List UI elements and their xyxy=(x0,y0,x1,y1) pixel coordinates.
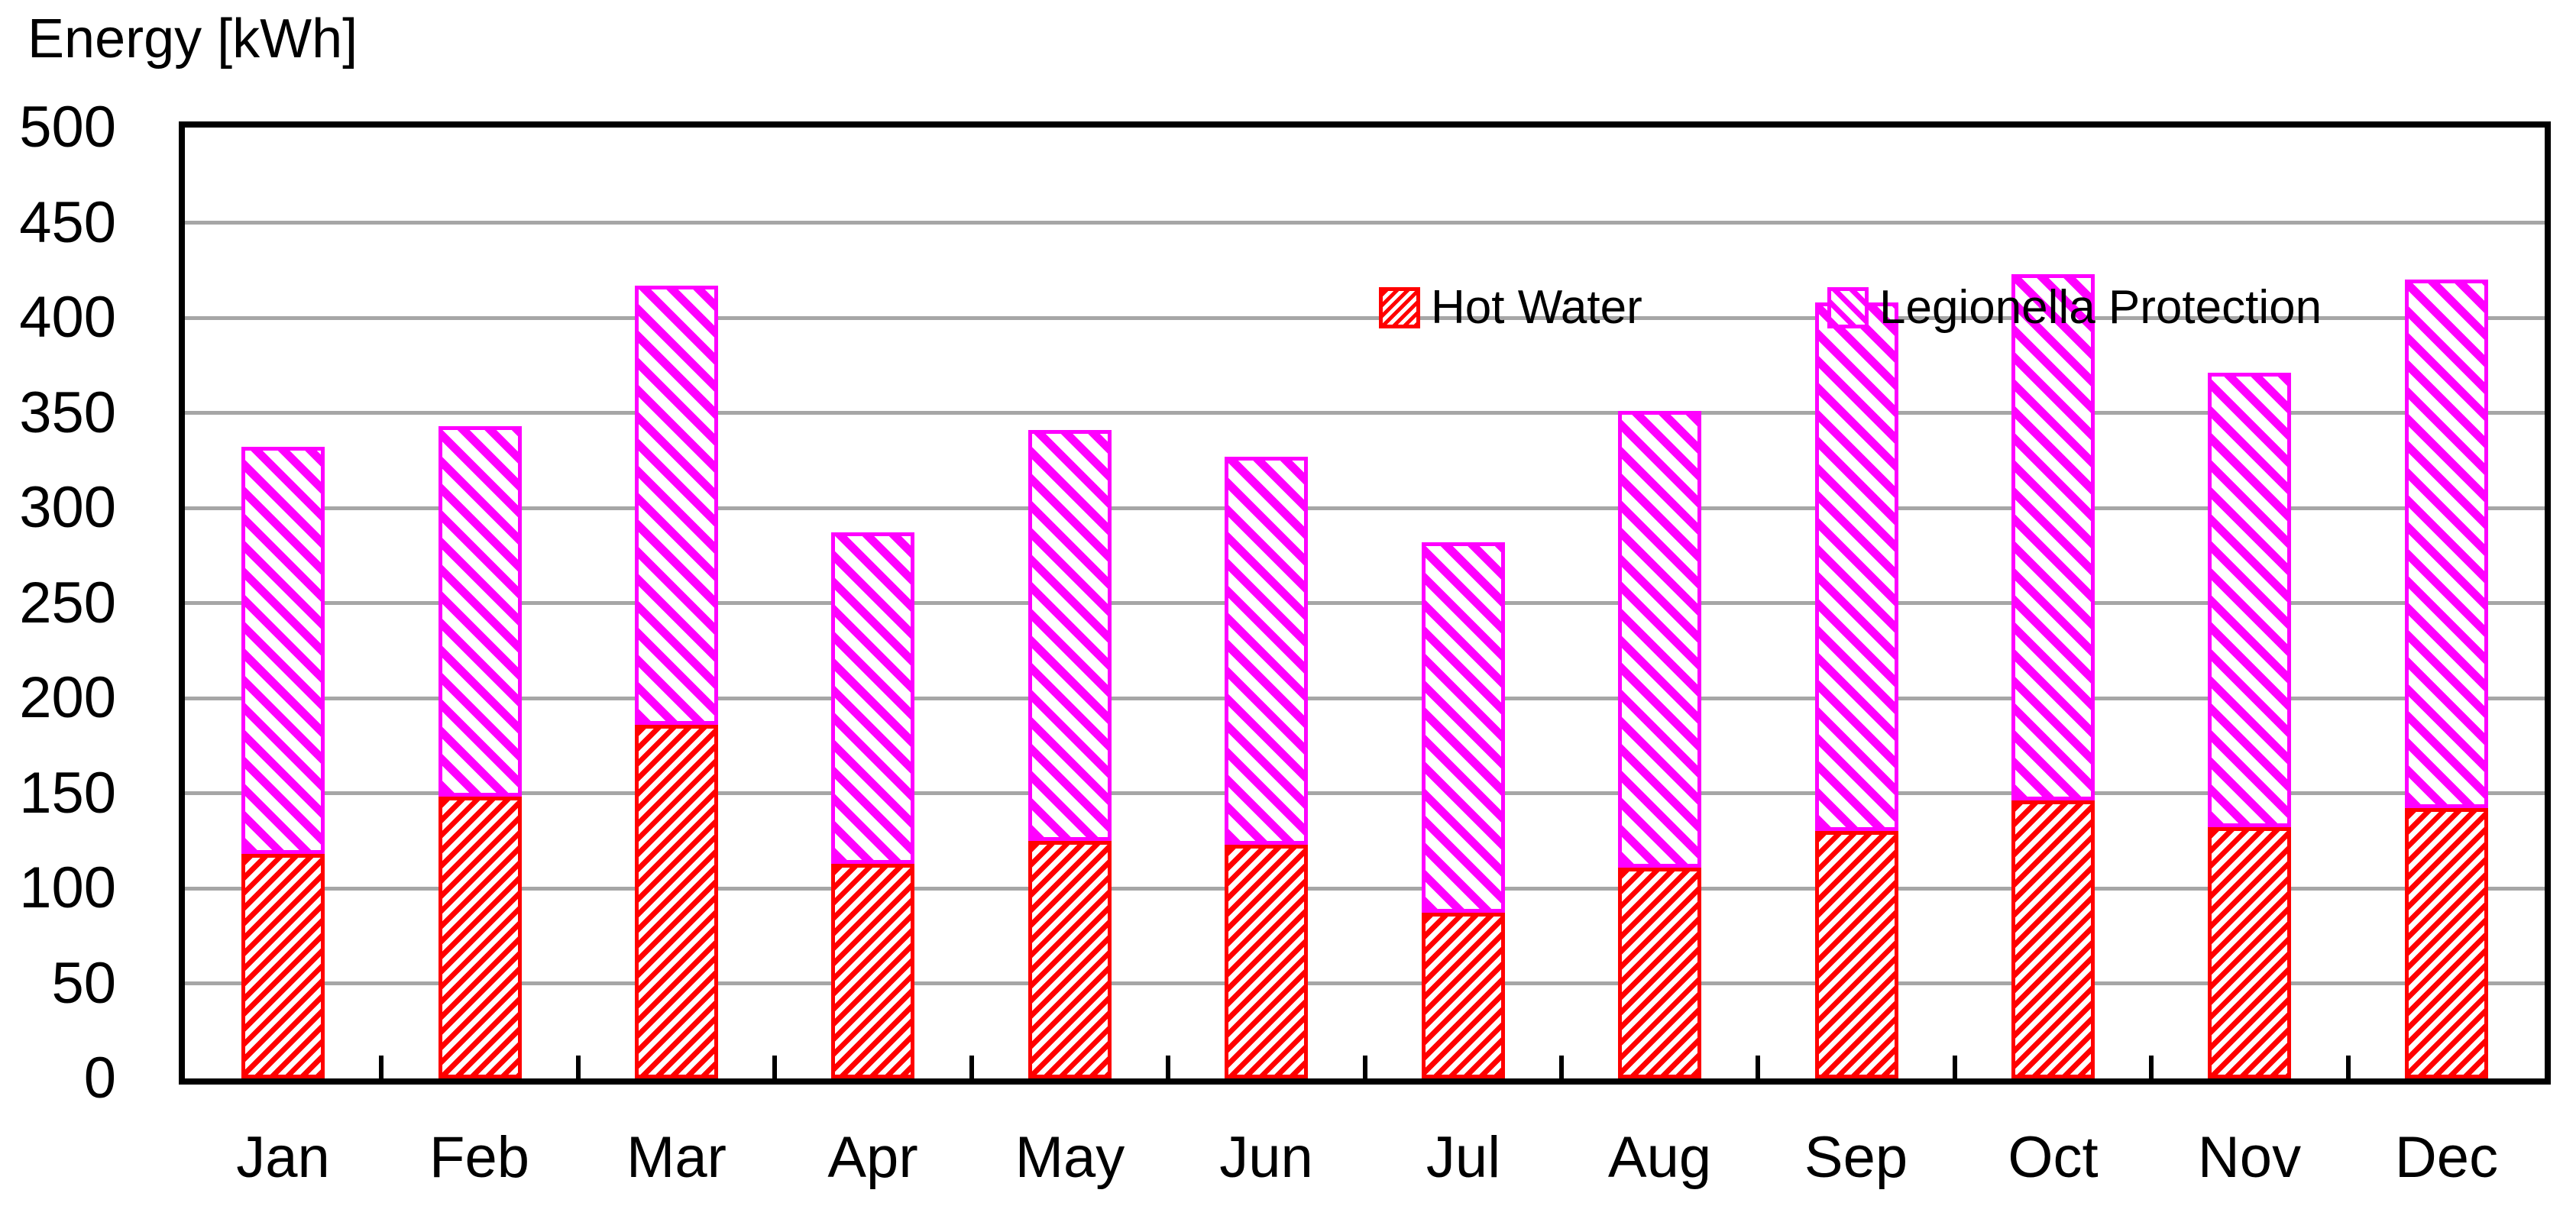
y-axis-label-500: 500 xyxy=(19,95,116,160)
bar-feb xyxy=(439,425,522,1078)
x-axis-tick xyxy=(2149,1056,2154,1078)
y-axis-label-250: 250 xyxy=(19,571,116,635)
gridline-150 xyxy=(185,791,2545,795)
segment-legionella-protection-apr xyxy=(831,532,914,864)
x-axis-label-oct: Oct xyxy=(2008,1125,2099,1190)
bar-oct xyxy=(2011,273,2095,1078)
x-axis-tick xyxy=(1559,1056,1564,1078)
segment-hot-water-sep xyxy=(1815,831,1898,1078)
gridline-250 xyxy=(185,601,2545,605)
x-axis-tick xyxy=(772,1056,777,1078)
bar-nov xyxy=(2208,373,2291,1078)
segment-hot-water-jan xyxy=(241,854,325,1078)
segment-hot-water-jun xyxy=(1225,844,1308,1078)
bar-dec xyxy=(2405,280,2488,1078)
bar-jun xyxy=(1225,456,1308,1078)
bar-jul xyxy=(1422,542,1505,1078)
hot-water-swatch-icon xyxy=(1379,287,1420,328)
gridline-200 xyxy=(185,696,2545,700)
gridline-50 xyxy=(185,981,2545,985)
segment-hot-water-oct xyxy=(2011,800,2095,1078)
gridline-450 xyxy=(185,221,2545,225)
segment-hot-water-aug xyxy=(1618,867,1701,1078)
y-axis-label-50: 50 xyxy=(51,951,116,1016)
gridline-100 xyxy=(185,886,2545,891)
chart-title: Energy [kWh] xyxy=(28,8,358,70)
x-axis-tick xyxy=(1166,1056,1170,1078)
bar-jan xyxy=(241,447,325,1078)
y-axis-label-0: 0 xyxy=(83,1046,116,1111)
x-axis-tick xyxy=(2346,1056,2351,1078)
segment-hot-water-apr xyxy=(831,863,914,1078)
legionella-protection-swatch-icon xyxy=(1827,287,1869,328)
segment-legionella-protection-feb xyxy=(439,425,522,797)
segment-legionella-protection-nov xyxy=(2208,373,2291,828)
segment-hot-water-feb xyxy=(439,797,522,1078)
segment-hot-water-jul xyxy=(1422,913,1505,1078)
segment-hot-water-may xyxy=(1028,840,1112,1078)
x-axis-label-aug: Aug xyxy=(1607,1125,1712,1190)
x-axis-tick xyxy=(969,1056,974,1078)
legend-label-hot-water: Hot Water xyxy=(1431,281,1642,334)
gridline-400 xyxy=(185,315,2545,320)
x-axis-label-sep: Sep xyxy=(1804,1125,1908,1190)
segment-legionella-protection-may xyxy=(1028,429,1112,841)
x-axis-label-apr: Apr xyxy=(827,1125,918,1190)
y-axis-label-150: 150 xyxy=(19,761,116,826)
y-axis-label-350: 350 xyxy=(19,380,116,445)
x-axis-label-jun: Jun xyxy=(1219,1125,1313,1190)
segment-legionella-protection-mar xyxy=(635,285,718,725)
x-axis-tick xyxy=(1363,1056,1367,1078)
segment-hot-water-mar xyxy=(635,724,718,1078)
bar-aug xyxy=(1618,411,1701,1078)
segment-hot-water-nov xyxy=(2208,827,2291,1078)
y-axis-label-450: 450 xyxy=(19,190,116,255)
y-axis-label-100: 100 xyxy=(19,855,116,920)
segment-legionella-protection-jan xyxy=(241,447,325,855)
segment-legionella-protection-dec xyxy=(2405,280,2488,809)
gridline-300 xyxy=(185,506,2545,510)
y-axis-label-300: 300 xyxy=(19,475,116,540)
x-axis-label-dec: Dec xyxy=(2394,1125,2499,1190)
x-axis-label-may: May xyxy=(1015,1125,1125,1190)
y-axis-label-400: 400 xyxy=(19,285,116,350)
segment-hot-water-dec xyxy=(2405,808,2488,1078)
segment-legionella-protection-sep xyxy=(1815,302,1898,832)
y-axis-label-200: 200 xyxy=(19,665,116,730)
legend-item-hot-water: Hot Water xyxy=(1379,284,1642,331)
x-axis-label-jan: Jan xyxy=(236,1125,330,1190)
legend-item-legionella-protection: Legionella Protection xyxy=(1827,284,2322,331)
x-axis-tick xyxy=(1756,1056,1760,1078)
x-axis-label-nov: Nov xyxy=(2197,1125,2302,1190)
x-axis-tick xyxy=(379,1056,383,1078)
plot-area: Hot Water Legionella Protection xyxy=(179,121,2551,1085)
x-axis-label-jul: Jul xyxy=(1426,1125,1501,1190)
x-axis-tick xyxy=(1953,1056,1957,1078)
x-axis-tick xyxy=(576,1056,581,1078)
bar-mar xyxy=(635,285,718,1078)
bar-apr xyxy=(831,532,914,1078)
segment-legionella-protection-jun xyxy=(1225,456,1308,845)
bar-may xyxy=(1028,429,1112,1078)
bar-sep xyxy=(1815,302,1898,1078)
segment-legionella-protection-oct xyxy=(2011,273,2095,801)
gridline-350 xyxy=(185,411,2545,415)
segment-legionella-protection-aug xyxy=(1618,411,1701,868)
segment-legionella-protection-jul xyxy=(1422,542,1505,913)
x-axis-label-mar: Mar xyxy=(626,1125,727,1190)
x-axis-label-feb: Feb xyxy=(429,1125,529,1190)
legend-label-legionella-protection: Legionella Protection xyxy=(1879,281,2322,334)
